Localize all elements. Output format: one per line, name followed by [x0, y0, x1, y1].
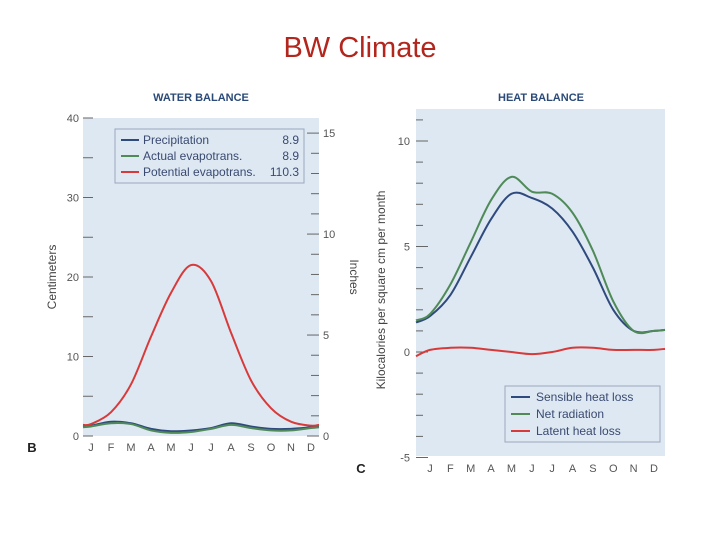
panel-letter: C [356, 461, 366, 476]
series-line [82, 263, 320, 427]
x-tick-label: J [88, 442, 94, 454]
x-tick-label: N [287, 442, 295, 454]
x-tick-label: A [569, 463, 577, 475]
x-tick-label: J [427, 463, 433, 475]
chart-title: HEAT BALANCE [498, 92, 584, 104]
x-tick-label: J [188, 442, 194, 454]
y-tick-label: 40 [67, 113, 79, 125]
water-balance-chart: WATER BALANCE 0 10 20 30 40 0 5 10 15 Centimeters I… [27, 92, 361, 455]
x-tick-label: A [147, 442, 155, 454]
x-tick-label: F [108, 442, 115, 454]
y2-tick-label: 15 [323, 128, 335, 140]
series-line [82, 422, 320, 434]
y2-axis-title: Inches [347, 259, 361, 294]
legend-label: Sensible heat loss [536, 390, 633, 404]
legend-label: Latent heat loss [536, 424, 621, 438]
x-tick-label: A [487, 463, 495, 475]
y-tick-label: 20 [67, 272, 79, 284]
y-tick-label: 0 [73, 431, 79, 443]
legend-label: Potential evapotrans. [143, 165, 256, 179]
y-axis-title: Centimeters [45, 245, 59, 310]
y-tick-label: -5 [400, 453, 410, 465]
x-tick-label: S [589, 463, 596, 475]
x-tick-label: N [630, 463, 638, 475]
chart-title: WATER BALANCE [153, 92, 249, 104]
x-tick-label: M [166, 442, 175, 454]
panel-letter: B [27, 440, 36, 455]
legend-label: Precipitation [143, 133, 209, 147]
y2-tick-label: 10 [323, 229, 335, 241]
heat-balance-chart: HEAT BALANCE -5 0 5 10 Kilocalories per squar… [356, 92, 666, 476]
x-tick-label: M [126, 442, 135, 454]
x-tick-label: A [227, 442, 235, 454]
legend-box [114, 128, 305, 184]
legend-total: 8.9 [282, 149, 299, 163]
legend-box [504, 385, 661, 443]
legend-total: 8.9 [282, 133, 299, 147]
slide-title: BW Climate [283, 32, 437, 64]
x-tick-label: J [529, 463, 535, 475]
x-tick-label: F [447, 463, 454, 475]
legend-label: Actual evapotrans. [143, 149, 242, 163]
x-tick-label: O [609, 463, 618, 475]
y-tick-label: 30 [67, 193, 79, 205]
legend-label: Net radiation [536, 407, 604, 421]
y2-tick-label: 0 [323, 431, 329, 443]
y-axis-title: Kilocalories per square cm per month [374, 191, 388, 390]
y-tick-label: 0 [404, 347, 410, 359]
x-tick-label: M [466, 463, 475, 475]
series-line [415, 346, 666, 358]
legend: Sensible heat loss Net radiation Latent he… [504, 385, 661, 443]
y-tick-label: 10 [67, 352, 79, 364]
x-tick-label: S [247, 442, 254, 454]
series-line [415, 175, 666, 335]
legend-total: 110.3 [270, 165, 299, 179]
x-tick-label: D [650, 463, 658, 475]
x-tick-label: M [507, 463, 516, 475]
y-tick-label: 10 [398, 136, 410, 148]
y2-tick-label: 5 [323, 330, 329, 342]
x-tick-label: J [549, 463, 555, 475]
legend: Precipitation 8.9 Actual evapotrans. 8.9 Pot… [114, 128, 305, 184]
x-tick-label: O [267, 442, 276, 454]
x-tick-label: J [208, 442, 214, 454]
x-tick-label: D [307, 442, 315, 454]
series-line [82, 420, 320, 433]
y-tick-label: 5 [404, 242, 410, 254]
